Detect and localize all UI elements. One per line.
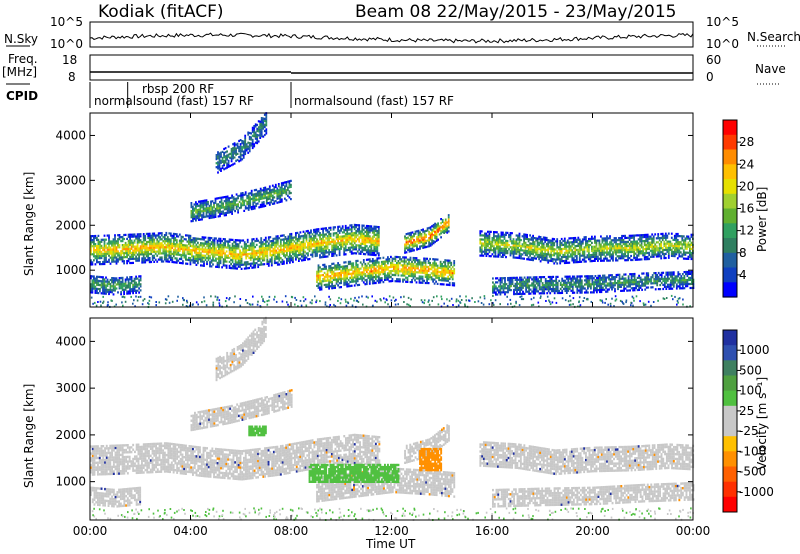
nsearch-label: N.Search bbox=[747, 30, 800, 44]
power-colorbar-label-4: 12 bbox=[739, 224, 754, 238]
velocity-colorbar-label-7: -1000 bbox=[739, 485, 774, 499]
power-ytick-label-2: 3000 bbox=[55, 173, 86, 187]
power-colorbar-label-3: 16 bbox=[739, 202, 754, 216]
velocity-colorbar-label-0: 1000 bbox=[739, 343, 770, 357]
freq-label: Freq. bbox=[8, 52, 38, 66]
power-colorbar-step-6 bbox=[723, 208, 737, 224]
power-colorbar-step-3 bbox=[723, 164, 737, 180]
velocity-colorbar-step-10 bbox=[723, 481, 737, 498]
power-colorbar-step-2 bbox=[723, 149, 737, 165]
noise-trace bbox=[89, 32, 694, 44]
velocity-colorbar-step-11 bbox=[723, 496, 737, 513]
freq-left-tick-top: 18 bbox=[62, 53, 78, 67]
power-ytick-label-3: 4000 bbox=[55, 128, 86, 142]
cpid-label: CPID bbox=[6, 89, 39, 103]
velocity-colorbar-label-2: 100 bbox=[739, 384, 762, 398]
velocity-colorbar-label-6: -500 bbox=[739, 465, 766, 479]
xtick-label-2: 08:00 bbox=[274, 524, 309, 538]
freq-panel-frame bbox=[89, 54, 694, 81]
velocity-colorbar-step-9 bbox=[723, 466, 737, 483]
power-colorbar-step-4 bbox=[723, 179, 737, 195]
power-colorbar-step-1 bbox=[723, 134, 737, 151]
velocity-ytick-label-1: 2000 bbox=[55, 428, 86, 442]
velocity-colorbar-step-4 bbox=[723, 390, 737, 407]
time-ut-label: Time UT bbox=[366, 537, 416, 551]
power-colorbar-label-6: 4 bbox=[739, 268, 747, 282]
power-colorbar-label-0: 28 bbox=[739, 135, 754, 149]
power-colorbar-label-1: 24 bbox=[739, 157, 754, 171]
xtick-label-1: 04:00 bbox=[173, 524, 208, 538]
power-ytick-label-0: 1000 bbox=[55, 263, 86, 277]
power-ytick-label-1: 2000 bbox=[55, 218, 86, 232]
velocity-colorbar-step-6 bbox=[723, 421, 737, 437]
freq-right-tick-bottom: 0 bbox=[706, 70, 714, 84]
station-title: Kodiak (fitACF) bbox=[98, 2, 224, 22]
power-colorbar-label-2: 20 bbox=[739, 179, 754, 193]
xtick-label-3: 12:00 bbox=[374, 524, 409, 538]
power-colorbar-step-7 bbox=[723, 223, 737, 239]
noise-right-tick-bottom: 10^0 bbox=[706, 37, 739, 51]
power-colorbar-step-10 bbox=[723, 267, 737, 283]
power-colorbar-step-0 bbox=[723, 120, 737, 136]
cpid-segment-3: normalsound (fast) 157 RF bbox=[294, 94, 454, 108]
power-heatmap-cells bbox=[90, 112, 695, 308]
velocity-colorbar-step-1 bbox=[723, 345, 737, 361]
cpid-segment-2: rbsp 200 RF bbox=[142, 82, 215, 96]
velocity-colorbar-step-5 bbox=[723, 405, 737, 422]
freq-left-tick-bottom: 8 bbox=[68, 70, 76, 84]
beam-date-title: Beam 08 22/May/2015 - 23/May/2015 bbox=[355, 2, 677, 22]
freq-unit-label: [MHz] bbox=[2, 65, 38, 79]
velocity-heatmap-cells bbox=[90, 316, 695, 521]
velocity-colorbar-step-0 bbox=[723, 330, 737, 346]
velocity-colorbar-label-4: -25 bbox=[739, 424, 759, 438]
velocity-ytick-label-2: 3000 bbox=[55, 381, 86, 395]
velocity-colorbar-step-3 bbox=[723, 375, 737, 392]
power-colorbar-step-5 bbox=[723, 193, 737, 210]
xtick-label-4: 16:00 bbox=[475, 524, 510, 538]
velocity-colorbar-step-8 bbox=[723, 451, 737, 467]
noise-left-tick-top: 10^5 bbox=[50, 15, 83, 29]
xtick-label-6: 00:00 bbox=[676, 524, 711, 538]
xtick-label-0: 00:00 bbox=[73, 524, 108, 538]
xtick-label-5: 20:00 bbox=[575, 524, 610, 538]
velocity-colorbar-label-3: 25 bbox=[739, 404, 754, 418]
noise-left-tick-bottom: 10^0 bbox=[50, 37, 83, 51]
nave-label: Nave bbox=[755, 62, 786, 76]
cpid-segment-1: normalsound (fast) 157 RF bbox=[94, 94, 254, 108]
power-colorbar-step-11 bbox=[723, 282, 737, 298]
velocity-colorbar-step-2 bbox=[723, 360, 737, 376]
velocity-colorbar-label-1: 500 bbox=[739, 363, 762, 377]
power-colorbar-step-9 bbox=[723, 252, 737, 269]
noise-right-tick-top: 10^5 bbox=[706, 15, 739, 29]
nsky-label: N.Sky bbox=[4, 32, 39, 46]
velocity-ytick-label-3: 4000 bbox=[55, 334, 86, 348]
velocity-colorbar-label-5: -100 bbox=[739, 444, 766, 458]
velocity-colorbar-step-7 bbox=[723, 436, 737, 452]
velocity-colorbar-frame bbox=[722, 329, 738, 513]
power-colorbar-step-8 bbox=[723, 238, 737, 254]
freq-right-tick-top: 60 bbox=[706, 53, 722, 67]
power-colorbar-label-5: 8 bbox=[739, 246, 747, 260]
velocity-ytick-label-0: 1000 bbox=[55, 475, 86, 489]
